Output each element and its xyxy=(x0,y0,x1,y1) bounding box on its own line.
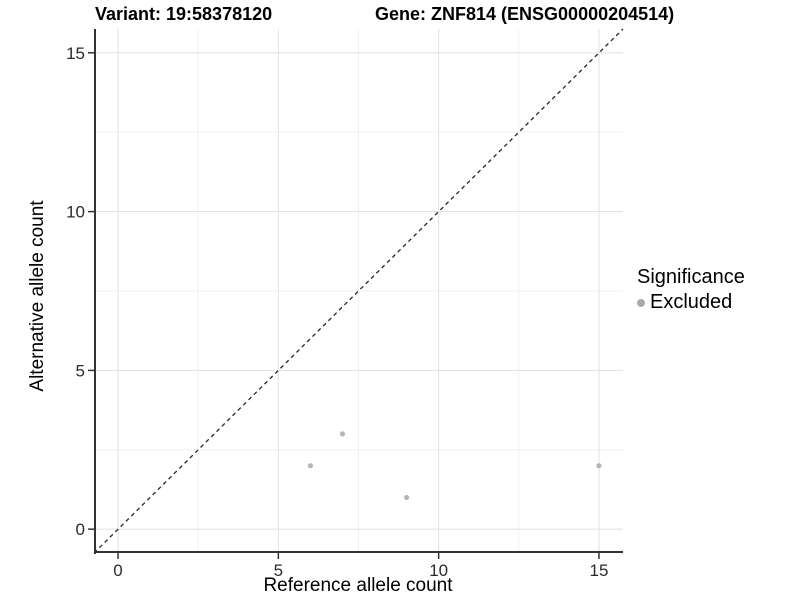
legend-title: Significance xyxy=(637,266,745,288)
x-tick-label: 15 xyxy=(589,561,608,580)
data-point xyxy=(596,463,602,469)
data-point xyxy=(403,494,410,501)
legend-point-icon xyxy=(637,298,645,307)
data-point xyxy=(339,431,346,437)
variant-title: Variant: 19:58378120 xyxy=(95,4,273,24)
y-tick-label: 15 xyxy=(66,44,85,63)
x-tick-label: 10 xyxy=(429,561,448,580)
x-tick-label: 5 xyxy=(274,561,283,580)
legend: Significance Excluded xyxy=(637,266,745,314)
x-tick-label: 0 xyxy=(113,561,122,580)
data-point xyxy=(307,463,314,469)
x-axis-title: Reference allele count xyxy=(263,575,453,596)
y-tick-label: 5 xyxy=(76,361,85,380)
gene-title: Gene: ZNF814 (ENSG00000204514) xyxy=(375,4,675,24)
legend-entry-label: Excluded xyxy=(650,291,733,313)
y-tick-label: 10 xyxy=(66,203,85,222)
legend-entry-excluded: Excluded xyxy=(637,291,745,314)
y-axis-title: Alternative allele count xyxy=(27,200,48,392)
y-tick-label: 0 xyxy=(76,520,85,539)
